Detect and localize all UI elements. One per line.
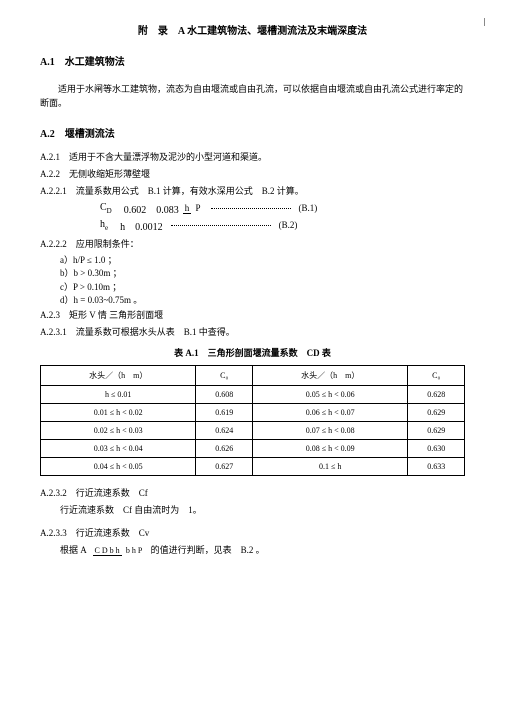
cond-a: a）h/P ≤ 1.0 ； [60,254,465,268]
a233-text: 根据 A C D b h b h P 的值进行判断，见表 B.2 。 [60,543,465,556]
a232: A.2.3.2 行近流速系数 Cf [40,486,465,499]
table-a1: 水头／（h m） C₀ 水头／（h m） C₀ h ≤ 0.010.6080.0… [40,365,465,476]
page-edge-mark [484,18,485,26]
table-cell: 0.01 ≤ h < 0.02 [41,403,196,421]
table-cell: 0.633 [408,457,465,475]
table-row: 0.02 ≤ h < 0.030.6240.07 ≤ h < 0.080.629 [41,421,465,439]
cd-symbol: CD [100,202,112,215]
eq-number-b1: (B.1) [299,203,318,213]
table-cell: 0.627 [196,457,253,475]
table-header-row: 水头／（h m） C₀ 水头／（h m） C₀ [41,365,465,385]
table-cell: 0.05 ≤ h < 0.06 [252,385,407,403]
table-cell: 0.04 ≤ h < 0.05 [41,457,196,475]
cond-d: d）h = 0.03~0.75m 。 [60,294,465,308]
th: C₀ [408,365,465,385]
fraction-a233: C D b h b h P [93,546,145,555]
table-cell: 0.629 [408,421,465,439]
a23: A.2.3 矩形 V 情 三角形剖面堰 [40,308,465,321]
a221: A.2.2.1 流量系数用公式 B.1 计算，有效水深用公式 B.2 计算。 [40,184,465,197]
table-cell: 0.07 ≤ h < 0.08 [252,421,407,439]
formula-b2: he h 0.0012 (B.2) [100,218,465,233]
table-row: h ≤ 0.010.6080.05 ≤ h < 0.060.628 [41,385,465,403]
th: 水头／（h m） [41,365,196,385]
a22: A.2.2 无侧收缩矩形薄壁堰 [40,167,465,180]
table-row: 0.01 ≤ h < 0.020.6190.06 ≤ h < 0.070.629 [41,403,465,421]
a231: A.2.3.1 流量系数可根据水头从表 B.1 中查得。 [40,325,465,338]
appendix-title: 附 录 A 水工建筑物法、堰槽测流法及末端深度法 [40,22,465,37]
table-cell: 0.630 [408,439,465,457]
fraction-h-p: h P [183,204,203,213]
a233-post: 的值进行判断，见表 B.2 。 [151,545,265,555]
table-cell: 0.08 ≤ h < 0.09 [252,439,407,457]
a21: A.2.1 适用于不含大量漂浮物及泥沙的小型河道和渠道。 [40,150,465,163]
th: 水头／（h m） [252,365,407,385]
table-cell: 0.1 ≤ h [252,457,407,475]
table-cell: 0.608 [196,385,253,403]
table-cell: 0.619 [196,403,253,421]
a222: A.2.2.2 应用限制条件： [40,237,465,250]
he-symbol: he [100,219,108,232]
a233-pre: 根据 A [60,545,86,555]
cond-b: b）b > 0.30m ； [60,267,465,281]
leader-dots [211,208,291,209]
table-cell: 0.02 ≤ h < 0.03 [41,421,196,439]
table-cell: 0.626 [196,439,253,457]
eq-number-b2: (B.2) [279,220,298,230]
a232-text: 行近流速系数 Cf 自由流时为 1。 [60,503,465,516]
table-cell: h ≤ 0.01 [41,385,196,403]
a233: A.2.3.3 行近流速系数 Cv [40,526,465,539]
he-values: h 0.0012 [120,218,163,233]
cond-c: c）P > 0.10m ； [60,281,465,295]
section-a1-para: 适用于水闸等水工建筑物，流态为自由堰流或自由孔流，可以依据自由堰流或自由孔流公式… [40,82,465,111]
leader-dots [171,225,271,226]
table-row: 0.03 ≤ h < 0.040.6260.08 ≤ h < 0.090.630 [41,439,465,457]
table-cell: 0.03 ≤ h < 0.04 [41,439,196,457]
th: C₀ [196,365,253,385]
section-a2-heading: A.2 堰槽测流法 [40,125,465,140]
cd-values: 0.602 0.083 [124,201,179,216]
section-a1-heading: A.1 水工建筑物法 [40,53,465,68]
table-cell: 0.624 [196,421,253,439]
table-a1-title: 表 A.1 三角形剖面堰流量系数 CD 表 [40,346,465,359]
table-cell: 0.06 ≤ h < 0.07 [252,403,407,421]
table-row: 0.04 ≤ h < 0.050.6270.1 ≤ h0.633 [41,457,465,475]
table-cell: 0.628 [408,385,465,403]
table-cell: 0.629 [408,403,465,421]
formula-b1: CD 0.602 0.083 h P (B.1) [100,201,465,216]
